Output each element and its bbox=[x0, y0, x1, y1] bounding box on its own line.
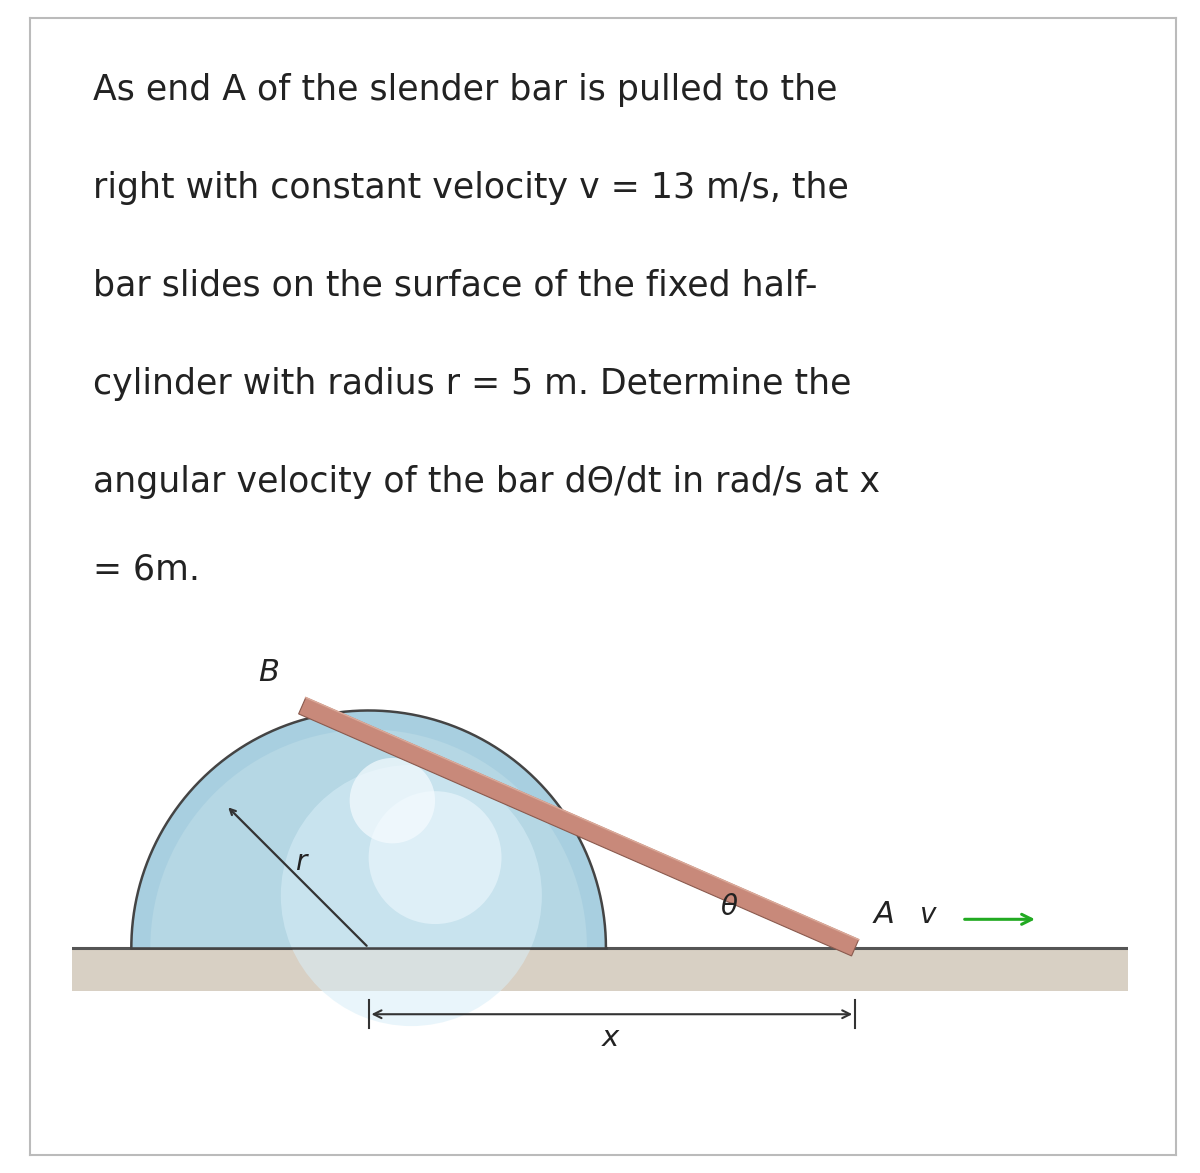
Wedge shape bbox=[349, 758, 436, 843]
Wedge shape bbox=[150, 730, 587, 948]
Text: angular velocity of the bar dΘ/dt in rad/s at x: angular velocity of the bar dΘ/dt in rad… bbox=[94, 465, 881, 499]
Wedge shape bbox=[281, 765, 542, 1026]
Text: $\theta$: $\theta$ bbox=[720, 894, 738, 922]
Text: bar slides on the surface of the fixed half-: bar slides on the surface of the fixed h… bbox=[94, 269, 817, 303]
Text: $v$: $v$ bbox=[919, 901, 938, 929]
Text: $B$: $B$ bbox=[258, 658, 280, 687]
Text: As end A of the slender bar is pulled to the: As end A of the slender bar is pulled to… bbox=[94, 73, 838, 107]
Wedge shape bbox=[368, 791, 502, 924]
Wedge shape bbox=[131, 711, 606, 948]
Text: = 6m.: = 6m. bbox=[94, 552, 200, 586]
Text: $A$: $A$ bbox=[871, 900, 894, 929]
Bar bbox=[72, 948, 1128, 990]
Text: cylinder with radius r = 5 m. Determine the: cylinder with radius r = 5 m. Determine … bbox=[94, 367, 852, 401]
Text: $r$: $r$ bbox=[295, 848, 310, 876]
Text: right with constant velocity v = 13 m/s, the: right with constant velocity v = 13 m/s,… bbox=[94, 171, 848, 205]
Text: $x$: $x$ bbox=[600, 1024, 620, 1052]
Polygon shape bbox=[299, 698, 859, 956]
